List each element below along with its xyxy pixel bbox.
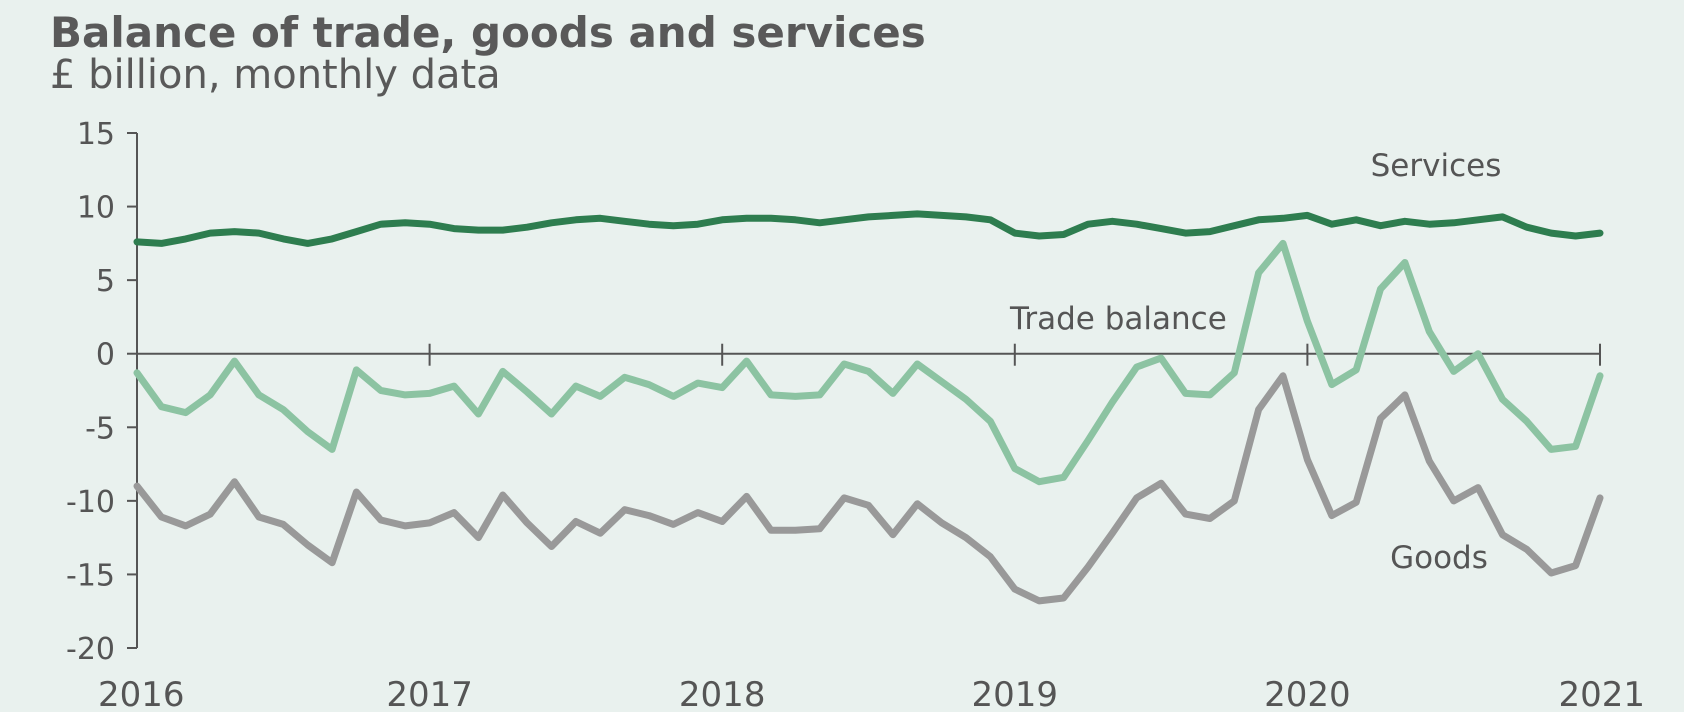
chart-title: Balance of trade, goods and services [50, 8, 926, 57]
line-chart: 15 10 5 0 -5 -10 -15 -20 2016 2017 2018 2019 2020 202… [66, 117, 1645, 712]
series-label-services: Services [1371, 148, 1502, 184]
x-tick-label: 2018 [679, 675, 766, 712]
series-line-trade-balance [133, 239, 1604, 486]
x-tick-label: 2016 [98, 675, 185, 712]
y-tick-label: 5 [96, 264, 115, 299]
y-tick-label: 0 [96, 338, 115, 373]
x-tick-label: 2020 [1264, 675, 1351, 712]
y-tick-label: -10 [66, 485, 115, 520]
series-line-goods [133, 372, 1604, 605]
series-label-trade-balance: Trade balance [1009, 301, 1227, 337]
x-tick-label: 2019 [972, 675, 1059, 712]
y-tick-label: -5 [85, 411, 115, 446]
x-tick-label: 2021 [1558, 675, 1645, 712]
x-tick-label: 2017 [386, 675, 473, 712]
chart-subtitle: £ billion, monthly data [50, 52, 501, 98]
y-tick-label: -20 [66, 632, 115, 667]
series-line-services [133, 210, 1604, 247]
series-label-goods: Goods [1390, 540, 1488, 576]
y-tick-label: 15 [77, 117, 115, 152]
chart-panel: Balance of trade, goods and services £ b… [0, 0, 1684, 712]
y-tick-label: -15 [66, 558, 115, 593]
y-tick-label: 10 [77, 191, 115, 226]
